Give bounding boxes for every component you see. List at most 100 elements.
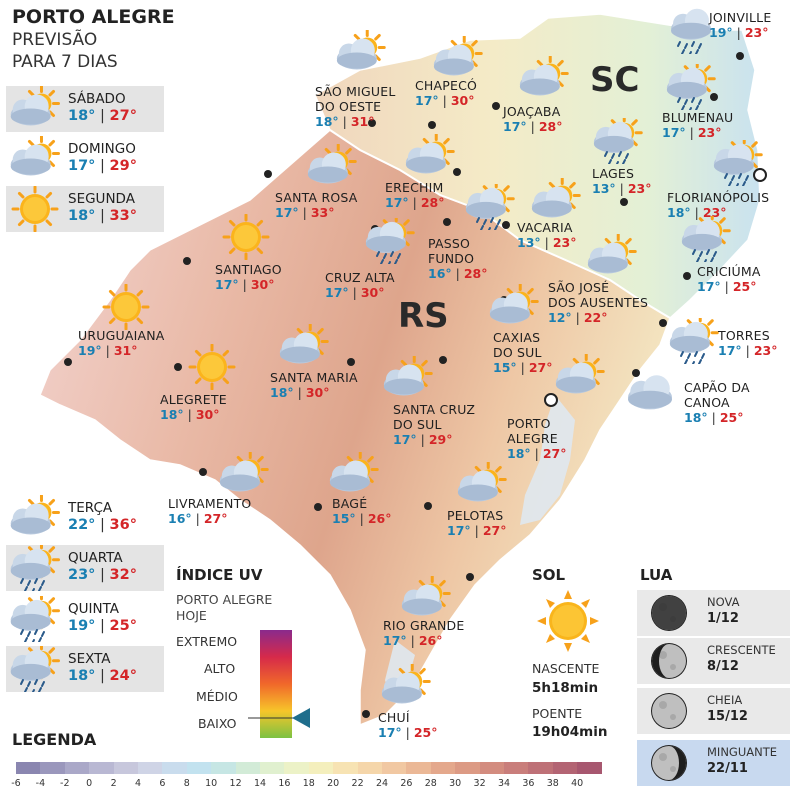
city-forecast: URUGUAIANA 19° | 31° [78,328,165,358]
partly-cloudy-icon [401,574,451,616]
city-name-line2: DO SUL [393,417,442,432]
temp-max: 25° [109,618,137,634]
forecast-day-temps: 22° | 36° [68,517,137,533]
legend-swatch [186,762,212,774]
city-temps: 12° | 22° [548,310,608,325]
city-temps: 18° | 30° [160,407,220,422]
city-marker [492,102,500,110]
temp-max: 33° [109,208,137,224]
city-forecast: TORRES 17° | 23° [718,328,777,358]
temp-max: 28° [463,266,488,281]
city-marker [453,168,461,176]
city-temps: 18° | 23° [667,205,727,220]
rain-sun-icon [713,136,763,189]
forecast-day-name: SEGUNDA [68,191,135,207]
city-forecast: PELOTAS 17° | 27° [447,508,506,538]
city-forecast: SANTIAGO 17° | 30° [215,262,282,292]
rain-sun-icon [666,60,716,113]
city-name-line2: ALEGRE [507,431,558,446]
city-forecast: BAGÉ 15° | 26° [332,496,391,526]
partly-cloudy-icon [433,34,483,76]
uv-level-extremo: EXTREMO [176,634,238,649]
forecast-day: SEXTA 18° | 24° [6,642,164,695]
forecast-day: SÁBADO 18° | 27° [6,84,164,132]
city-name: FLORIANÓPOLIS [667,190,770,205]
forecast-day: TERÇA 22° | 36° [6,493,164,541]
city-name: CHAPECÓ [415,78,478,93]
city-temps: 17° | 23° [718,343,778,358]
city-temps: 17° | 30° [325,285,385,300]
city-marker [753,168,767,182]
rain-sun-icon [365,214,415,267]
legend-swatch [162,762,187,774]
city-forecast: FLORIANÓPOLIS 18° | 23° [667,190,769,220]
city-temps: 16° | 28° [428,266,488,281]
uv-index-day: HOJE [176,608,207,623]
city-temps: 18° | 30° [270,385,330,400]
temp-min: 17° [68,158,96,174]
city-forecast: CAPÃO DA CANOA 18° | 25° [684,380,750,425]
rain-sun-icon [593,114,643,167]
sun-icon [102,283,150,331]
rain-sun-icon [669,314,719,367]
temp-max: 31° [350,114,375,129]
temp-min: 19° [709,25,733,40]
legend-swatch [552,762,578,774]
city-forecast: PORTO ALEGRE 18° | 27° [507,416,566,461]
partly-cloudy-icon [219,450,269,492]
sun-icon [11,185,59,233]
legend-tick: 12 [229,778,242,789]
city-name: SÃO JOSÉ [548,280,610,295]
temp-max: 25° [732,279,757,294]
forecast-day-name: QUINTA [68,601,120,617]
partly-cloudy-icon [279,322,329,364]
city-name: SANTA MARIA [270,370,358,385]
temp-max: 23° [697,125,722,140]
moon-phase-date: 1/12 [707,611,739,626]
sun-icon [188,343,236,391]
temp-min: 15° [332,511,356,526]
temp-min: 17° [385,195,409,210]
city-temps: 17° | 29° [393,432,453,447]
city-temps: 17° | 25° [697,279,757,294]
city-marker [264,170,272,178]
forecast-day: QUINTA 19° | 25° [6,592,164,645]
moon-phase-date: 22/11 [707,761,748,776]
legend-swatch [357,762,382,774]
forecast-day-name: SEXTA [68,651,111,667]
first-quarter-moon-icon [651,643,687,679]
forecast-day-temps: 18° | 27° [68,108,137,124]
temp-max: 25° [719,410,744,425]
city-forecast: LAGES 13° | 23° [592,166,651,196]
legend-swatch [455,762,480,774]
partly-cloudy-icon [307,142,357,184]
legend-swatch [528,762,553,774]
city-forecast: JOAÇABA 17° | 28° [503,104,562,134]
city-marker [659,319,667,327]
temp-max: 36° [109,517,137,533]
forecast-day-name: TERÇA [68,500,113,516]
temp-min: 17° [215,277,239,292]
forecast-day: DOMINGO 17° | 29° [6,134,164,182]
legend-swatch [40,762,65,774]
temp-max: 23° [702,205,727,220]
city-temps: 13° | 23° [592,181,652,196]
legend-swatch [406,762,431,774]
temp-max: 23° [552,235,577,250]
partly-cloudy-icon [381,662,431,704]
legend-tick: 38 [546,778,559,789]
city-forecast: CRUZ ALTA 17° | 30° [325,270,395,300]
city-temps: 16° | 27° [168,511,228,526]
temp-max: 28° [538,119,563,134]
temp-min: 18° [684,410,708,425]
forecast-day-temps: 17° | 29° [68,158,137,174]
temp-max: 23° [753,343,778,358]
legend-tick: 0 [86,778,93,789]
legend-swatch [382,762,407,774]
sunrise-label: NASCENTE [532,661,600,676]
legend-swatch [333,762,358,774]
city-temps: 19° | 31° [78,343,138,358]
moon-phase-name: CRESCENTE [707,643,776,657]
forecast-day-name: QUARTA [68,550,123,566]
